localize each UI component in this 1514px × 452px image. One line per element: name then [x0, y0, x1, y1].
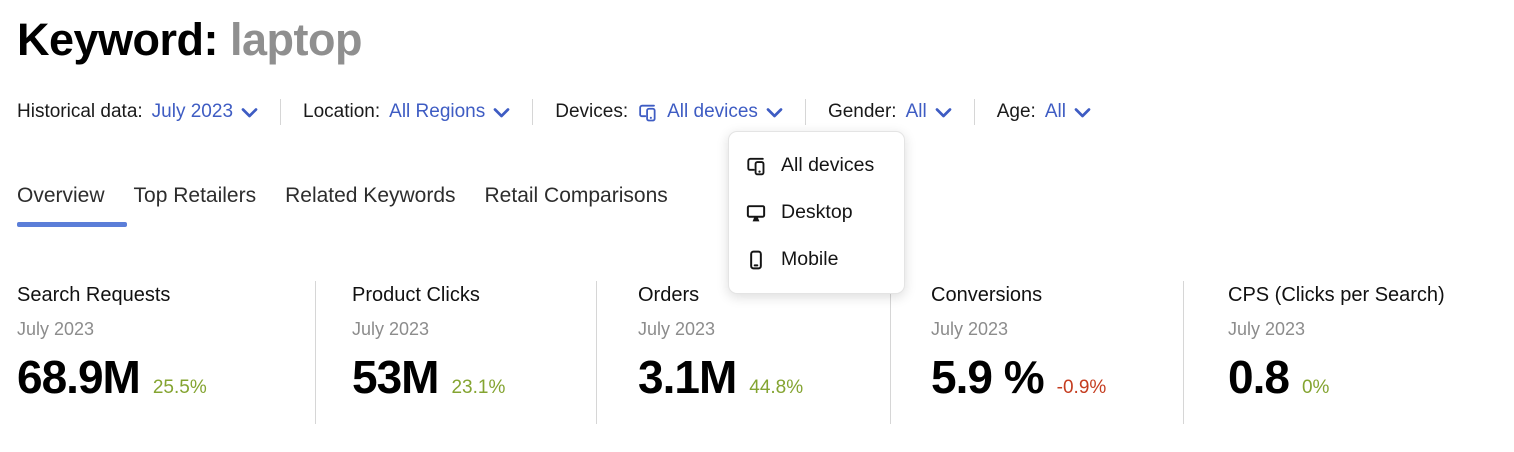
- filter-devices[interactable]: Devices: All devices: [555, 101, 783, 123]
- metric-change: 0%: [1301, 377, 1330, 398]
- keyword-value: laptop: [230, 14, 363, 65]
- metric-card-cps: CPS (Clicks per Search) July 2023 0.8 0%: [1183, 281, 1514, 424]
- mobile-icon: [745, 249, 767, 271]
- dropdown-option-mobile[interactable]: Mobile: [729, 236, 904, 283]
- chevron-down-icon[interactable]: [766, 106, 783, 119]
- metric-title: CPS (Clicks per Search): [1228, 284, 1445, 306]
- filter-location[interactable]: Location: All Regions: [303, 101, 510, 123]
- filter-location-label: Location:: [303, 101, 381, 122]
- all-devices-icon: [745, 155, 767, 177]
- metric-title: Conversions: [931, 284, 1043, 306]
- filter-separator: [280, 99, 282, 125]
- devices-dropdown-menu: All devices Desktop Mobile: [728, 131, 905, 294]
- filter-historical-data[interactable]: Historical data: July 2023: [17, 101, 258, 123]
- metric-card-product-clicks: Product Clicks July 2023 53M 23.1%: [315, 281, 596, 424]
- metric-value: 5.9 %: [931, 351, 1045, 403]
- filter-separator: [804, 99, 806, 125]
- metric-card-conversions: Conversions July 2023 5.9 % -0.9%: [890, 281, 1183, 424]
- metric-period: July 2023: [17, 319, 95, 339]
- tab-overview[interactable]: Overview: [17, 184, 105, 207]
- dropdown-option-all-devices[interactable]: All devices: [729, 142, 904, 189]
- metric-change: 44.8%: [749, 377, 804, 398]
- filter-age[interactable]: Age: All: [997, 101, 1091, 123]
- metrics-row: Search Requests July 2023 68.9M 25.5% Pr…: [0, 281, 1514, 424]
- chevron-down-icon[interactable]: [935, 106, 952, 119]
- chevron-down-icon[interactable]: [493, 106, 510, 119]
- keyword-label: Keyword:: [17, 14, 219, 65]
- dropdown-option-label: Desktop: [781, 201, 853, 223]
- chevron-down-icon[interactable]: [241, 106, 258, 119]
- tab-top-retailers[interactable]: Top Retailers: [133, 184, 257, 207]
- filter-age-value[interactable]: All: [1044, 101, 1066, 122]
- metric-change: -0.9%: [1056, 377, 1107, 398]
- metric-period: July 2023: [1228, 319, 1306, 339]
- tab-bar: Overview Top Retailers Related Keywords …: [17, 184, 668, 220]
- dropdown-option-label: All devices: [781, 154, 875, 176]
- desktop-icon: [745, 202, 767, 224]
- metric-change: 23.1%: [451, 377, 506, 398]
- metric-value: 53M: [352, 351, 439, 403]
- page-title: Keyword: laptop: [17, 14, 363, 66]
- filter-age-label: Age:: [996, 101, 1036, 122]
- active-tab-indicator: [17, 222, 127, 227]
- dropdown-option-desktop[interactable]: Desktop: [729, 189, 904, 236]
- filter-historical-data-label: Historical data:: [17, 101, 143, 122]
- metric-change: 25.5%: [152, 377, 207, 398]
- metric-value: 3.1M: [638, 351, 737, 403]
- metric-value: 68.9M: [17, 351, 141, 403]
- filter-gender[interactable]: Gender: All: [828, 101, 952, 123]
- metric-value: 0.8: [1228, 351, 1290, 403]
- metric-period: July 2023: [931, 319, 1009, 339]
- filter-location-value[interactable]: All Regions: [389, 101, 486, 122]
- metric-period: July 2023: [638, 319, 716, 339]
- metric-title: Search Requests: [17, 284, 171, 306]
- filter-separator: [532, 99, 534, 125]
- chevron-down-icon[interactable]: [1074, 106, 1091, 119]
- filter-bar: Historical data: July 2023 Location: All…: [17, 99, 1091, 125]
- tab-retail-comparisons[interactable]: Retail Comparisons: [484, 184, 668, 207]
- filter-devices-value[interactable]: All devices: [667, 101, 758, 122]
- filter-historical-data-value[interactable]: July 2023: [151, 101, 234, 122]
- filter-devices-label: Devices:: [555, 101, 629, 122]
- metric-title: Product Clicks: [352, 284, 480, 306]
- tab-related-keywords[interactable]: Related Keywords: [285, 184, 456, 207]
- filter-gender-value[interactable]: All: [905, 101, 927, 122]
- metric-card-search-requests: Search Requests July 2023 68.9M 25.5%: [0, 281, 315, 424]
- filter-gender-label: Gender:: [827, 101, 897, 122]
- metric-title: Orders: [638, 284, 700, 306]
- metric-card-orders: Orders July 2023 3.1M 44.8%: [596, 281, 890, 424]
- metric-period: July 2023: [352, 319, 430, 339]
- filter-separator: [973, 99, 975, 125]
- devices-icon: [637, 102, 658, 123]
- dropdown-option-label: Mobile: [781, 248, 839, 270]
